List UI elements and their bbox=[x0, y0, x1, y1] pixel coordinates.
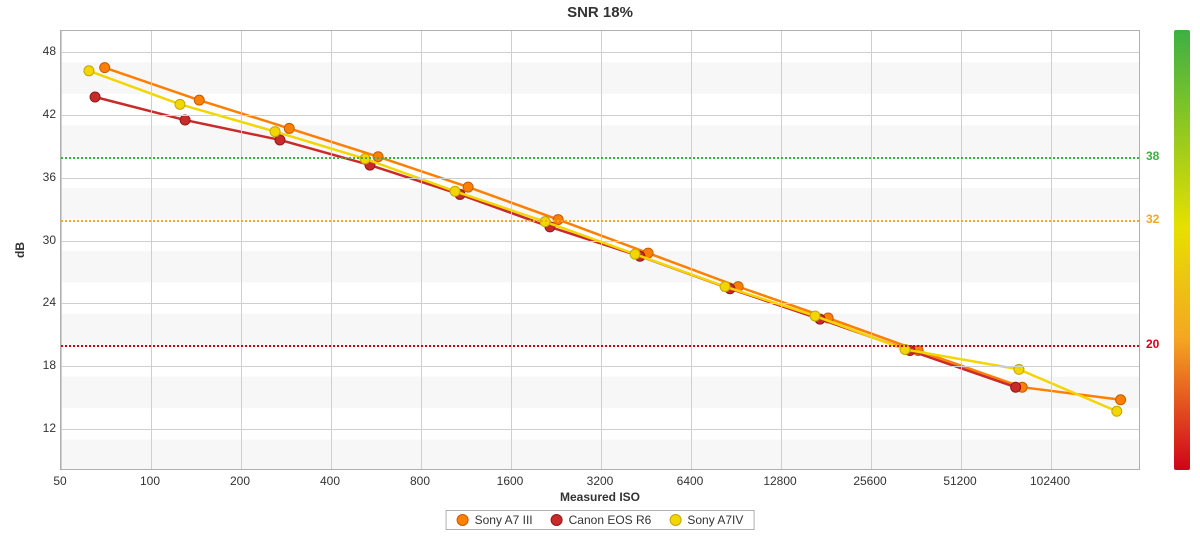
gridline-vertical bbox=[691, 31, 692, 469]
data-point[interactable] bbox=[450, 186, 460, 196]
y-tick-label: 18 bbox=[16, 358, 56, 372]
legend-label: Sony A7 III bbox=[475, 513, 533, 527]
y-tick-label: 24 bbox=[16, 295, 56, 309]
data-point[interactable] bbox=[540, 217, 550, 227]
legend-swatch-icon bbox=[669, 514, 681, 526]
legend-item[interactable]: Sony A7IV bbox=[669, 513, 743, 527]
data-point[interactable] bbox=[84, 66, 94, 76]
gridline-vertical bbox=[331, 31, 332, 469]
y-tick-label: 36 bbox=[16, 170, 56, 184]
gridline-vertical bbox=[601, 31, 602, 469]
gridline-horizontal bbox=[61, 115, 1139, 116]
series-line bbox=[95, 97, 1016, 387]
data-point[interactable] bbox=[810, 311, 820, 321]
data-point[interactable] bbox=[180, 115, 190, 125]
data-point[interactable] bbox=[463, 182, 473, 192]
legend-label: Canon EOS R6 bbox=[569, 513, 652, 527]
gridline-vertical bbox=[241, 31, 242, 469]
y-tick-label: 48 bbox=[16, 44, 56, 58]
reference-line-label: 20 bbox=[1146, 337, 1159, 351]
data-point[interactable] bbox=[360, 154, 370, 164]
legend-swatch-icon bbox=[457, 514, 469, 526]
gridline-vertical bbox=[961, 31, 962, 469]
data-point[interactable] bbox=[194, 95, 204, 105]
data-point[interactable] bbox=[1112, 406, 1122, 416]
data-point[interactable] bbox=[1116, 395, 1126, 405]
legend-swatch-icon bbox=[551, 514, 563, 526]
gridline-horizontal bbox=[61, 429, 1139, 430]
gridline-vertical bbox=[871, 31, 872, 469]
gridline-vertical bbox=[511, 31, 512, 469]
legend-item[interactable]: Canon EOS R6 bbox=[551, 513, 652, 527]
data-point[interactable] bbox=[720, 282, 730, 292]
y-tick-label: 12 bbox=[16, 421, 56, 435]
chart-title: SNR 18% bbox=[0, 4, 1200, 21]
legend-label: Sony A7IV bbox=[687, 513, 743, 527]
gridline-horizontal bbox=[61, 303, 1139, 304]
x-tick-label: 100 bbox=[140, 474, 160, 488]
legend-item[interactable]: Sony A7 III bbox=[457, 513, 533, 527]
quality-color-bar bbox=[1174, 30, 1190, 470]
data-point[interactable] bbox=[630, 249, 640, 259]
reference-line bbox=[61, 220, 1139, 222]
x-tick-label: 3200 bbox=[587, 474, 614, 488]
snr-chart: SNR 18% dB Measured ISO Sony A7 IIICanon… bbox=[0, 0, 1200, 537]
x-tick-label: 102400 bbox=[1030, 474, 1070, 488]
x-tick-label: 25600 bbox=[853, 474, 886, 488]
x-tick-label: 51200 bbox=[943, 474, 976, 488]
x-tick-label: 1600 bbox=[497, 474, 524, 488]
data-point[interactable] bbox=[1011, 382, 1021, 392]
x-axis-label: Measured ISO bbox=[60, 490, 1140, 504]
x-tick-label: 12800 bbox=[763, 474, 796, 488]
gridline-horizontal bbox=[61, 178, 1139, 179]
data-point[interactable] bbox=[90, 92, 100, 102]
x-tick-label: 6400 bbox=[677, 474, 704, 488]
gridline-horizontal bbox=[61, 52, 1139, 53]
x-tick-label: 200 bbox=[230, 474, 250, 488]
reference-line-label: 32 bbox=[1146, 212, 1159, 226]
data-point[interactable] bbox=[100, 63, 110, 73]
x-tick-label: 800 bbox=[410, 474, 430, 488]
gridline-horizontal bbox=[61, 241, 1139, 242]
reference-line bbox=[61, 345, 1139, 347]
data-point[interactable] bbox=[175, 99, 185, 109]
data-point[interactable] bbox=[270, 127, 280, 137]
gridline-vertical bbox=[1051, 31, 1052, 469]
gridline-vertical bbox=[61, 31, 62, 469]
gridline-vertical bbox=[421, 31, 422, 469]
y-tick-label: 30 bbox=[16, 233, 56, 247]
series-line bbox=[105, 68, 1121, 400]
y-tick-label: 42 bbox=[16, 107, 56, 121]
reference-line-label: 38 bbox=[1146, 149, 1159, 163]
x-tick-label: 400 bbox=[320, 474, 340, 488]
gridline-horizontal bbox=[61, 366, 1139, 367]
legend: Sony A7 III Canon EOS R6 Sony A7IV bbox=[446, 510, 755, 530]
gridline-vertical bbox=[151, 31, 152, 469]
data-point[interactable] bbox=[284, 123, 294, 133]
x-tick-label: 50 bbox=[53, 474, 66, 488]
reference-line bbox=[61, 157, 1139, 159]
plot-area bbox=[60, 30, 1140, 470]
gridline-vertical bbox=[781, 31, 782, 469]
